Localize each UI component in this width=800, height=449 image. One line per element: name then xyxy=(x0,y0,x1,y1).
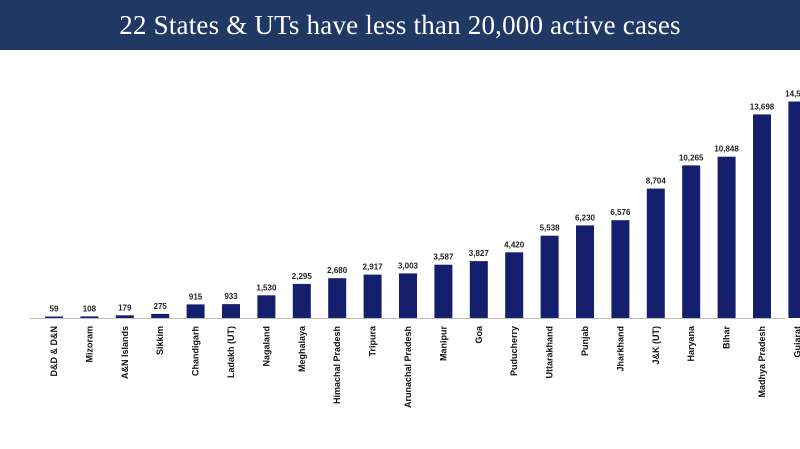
category-label: Meghalaya xyxy=(297,325,307,372)
bar xyxy=(576,225,594,318)
category-label: Arunachal Pradesh xyxy=(403,326,413,408)
data-label: 59 xyxy=(50,305,59,314)
category-label: Nagaland xyxy=(261,326,271,367)
category-label: Punjab xyxy=(580,326,590,357)
data-label: 3,587 xyxy=(433,253,454,262)
data-label: 6,576 xyxy=(610,208,631,217)
data-label: 275 xyxy=(154,302,168,311)
bar xyxy=(186,304,205,318)
bar xyxy=(222,304,240,318)
category-label: Uttarakhand xyxy=(545,326,555,379)
category-label: Himachal Pradesh xyxy=(332,326,342,404)
data-label: 108 xyxy=(83,304,97,313)
category-label: Haryana xyxy=(686,325,696,362)
data-label: 915 xyxy=(189,292,203,301)
bar xyxy=(540,235,559,318)
data-label: 3,003 xyxy=(398,261,419,270)
data-label: 4,420 xyxy=(504,240,525,249)
category-label: Madhya Pradesh xyxy=(757,326,767,398)
category-label: Chandigarh xyxy=(191,326,201,376)
bar xyxy=(328,278,347,318)
data-label: 10,848 xyxy=(714,145,739,154)
bar-chart-svg: 59 D&D & D&N 108 Mizoram 179 A&N Islands 275 Si… xyxy=(30,90,800,408)
bar xyxy=(292,283,311,318)
data-label: 5,538 xyxy=(540,224,561,233)
bar xyxy=(505,252,524,318)
data-label: 10,265 xyxy=(679,153,704,162)
category-label: Mizoram xyxy=(84,326,94,363)
data-label: 179 xyxy=(118,303,132,312)
category-label: Goa xyxy=(474,325,484,343)
data-label: 1,530 xyxy=(256,283,277,292)
bar xyxy=(469,261,488,318)
data-label: 8,704 xyxy=(646,177,667,186)
bar xyxy=(363,274,382,318)
category-label: Bihar xyxy=(722,326,732,350)
bar xyxy=(257,295,276,318)
bar xyxy=(753,114,771,319)
chart-title: 22 States & UTs have less than 20,000 ac… xyxy=(119,9,681,40)
bar xyxy=(80,316,99,318)
category-label: Tripura xyxy=(368,325,378,357)
category-label: Manipur xyxy=(438,326,448,361)
chart-title-banner: 22 States & UTs have less than 20,000 ac… xyxy=(0,0,800,50)
data-label: 2,295 xyxy=(292,272,313,281)
category-label: Sikkim xyxy=(155,326,165,355)
bar xyxy=(434,264,453,318)
bar xyxy=(788,101,800,318)
category-label: Puducherry xyxy=(509,326,519,376)
bar xyxy=(717,156,736,318)
data-label: 13,698 xyxy=(750,102,775,111)
category-label: A&N Islands xyxy=(120,326,130,379)
data-label: 14,565 xyxy=(785,90,800,99)
bar xyxy=(682,165,701,318)
bar xyxy=(45,316,63,318)
bar xyxy=(611,220,630,318)
category-label: D&D & D&N xyxy=(49,326,59,377)
data-label: 2,680 xyxy=(327,266,348,275)
bar xyxy=(399,273,417,318)
data-label: 6,230 xyxy=(575,213,596,222)
bar xyxy=(151,313,170,318)
data-label: 933 xyxy=(224,292,238,301)
category-label: Ladakh (UT) xyxy=(226,326,236,378)
bar xyxy=(115,315,134,318)
category-label: Gujarat xyxy=(792,326,800,358)
data-label: 3,827 xyxy=(469,249,490,258)
category-label: Jharkhand xyxy=(615,326,625,372)
bar-chart: 59 D&D & D&N 108 Mizoram 179 A&N Islands 275 Si… xyxy=(0,50,800,449)
category-label: J&K (UT) xyxy=(651,326,661,365)
bar xyxy=(646,188,665,318)
data-label: 2,917 xyxy=(363,263,384,272)
